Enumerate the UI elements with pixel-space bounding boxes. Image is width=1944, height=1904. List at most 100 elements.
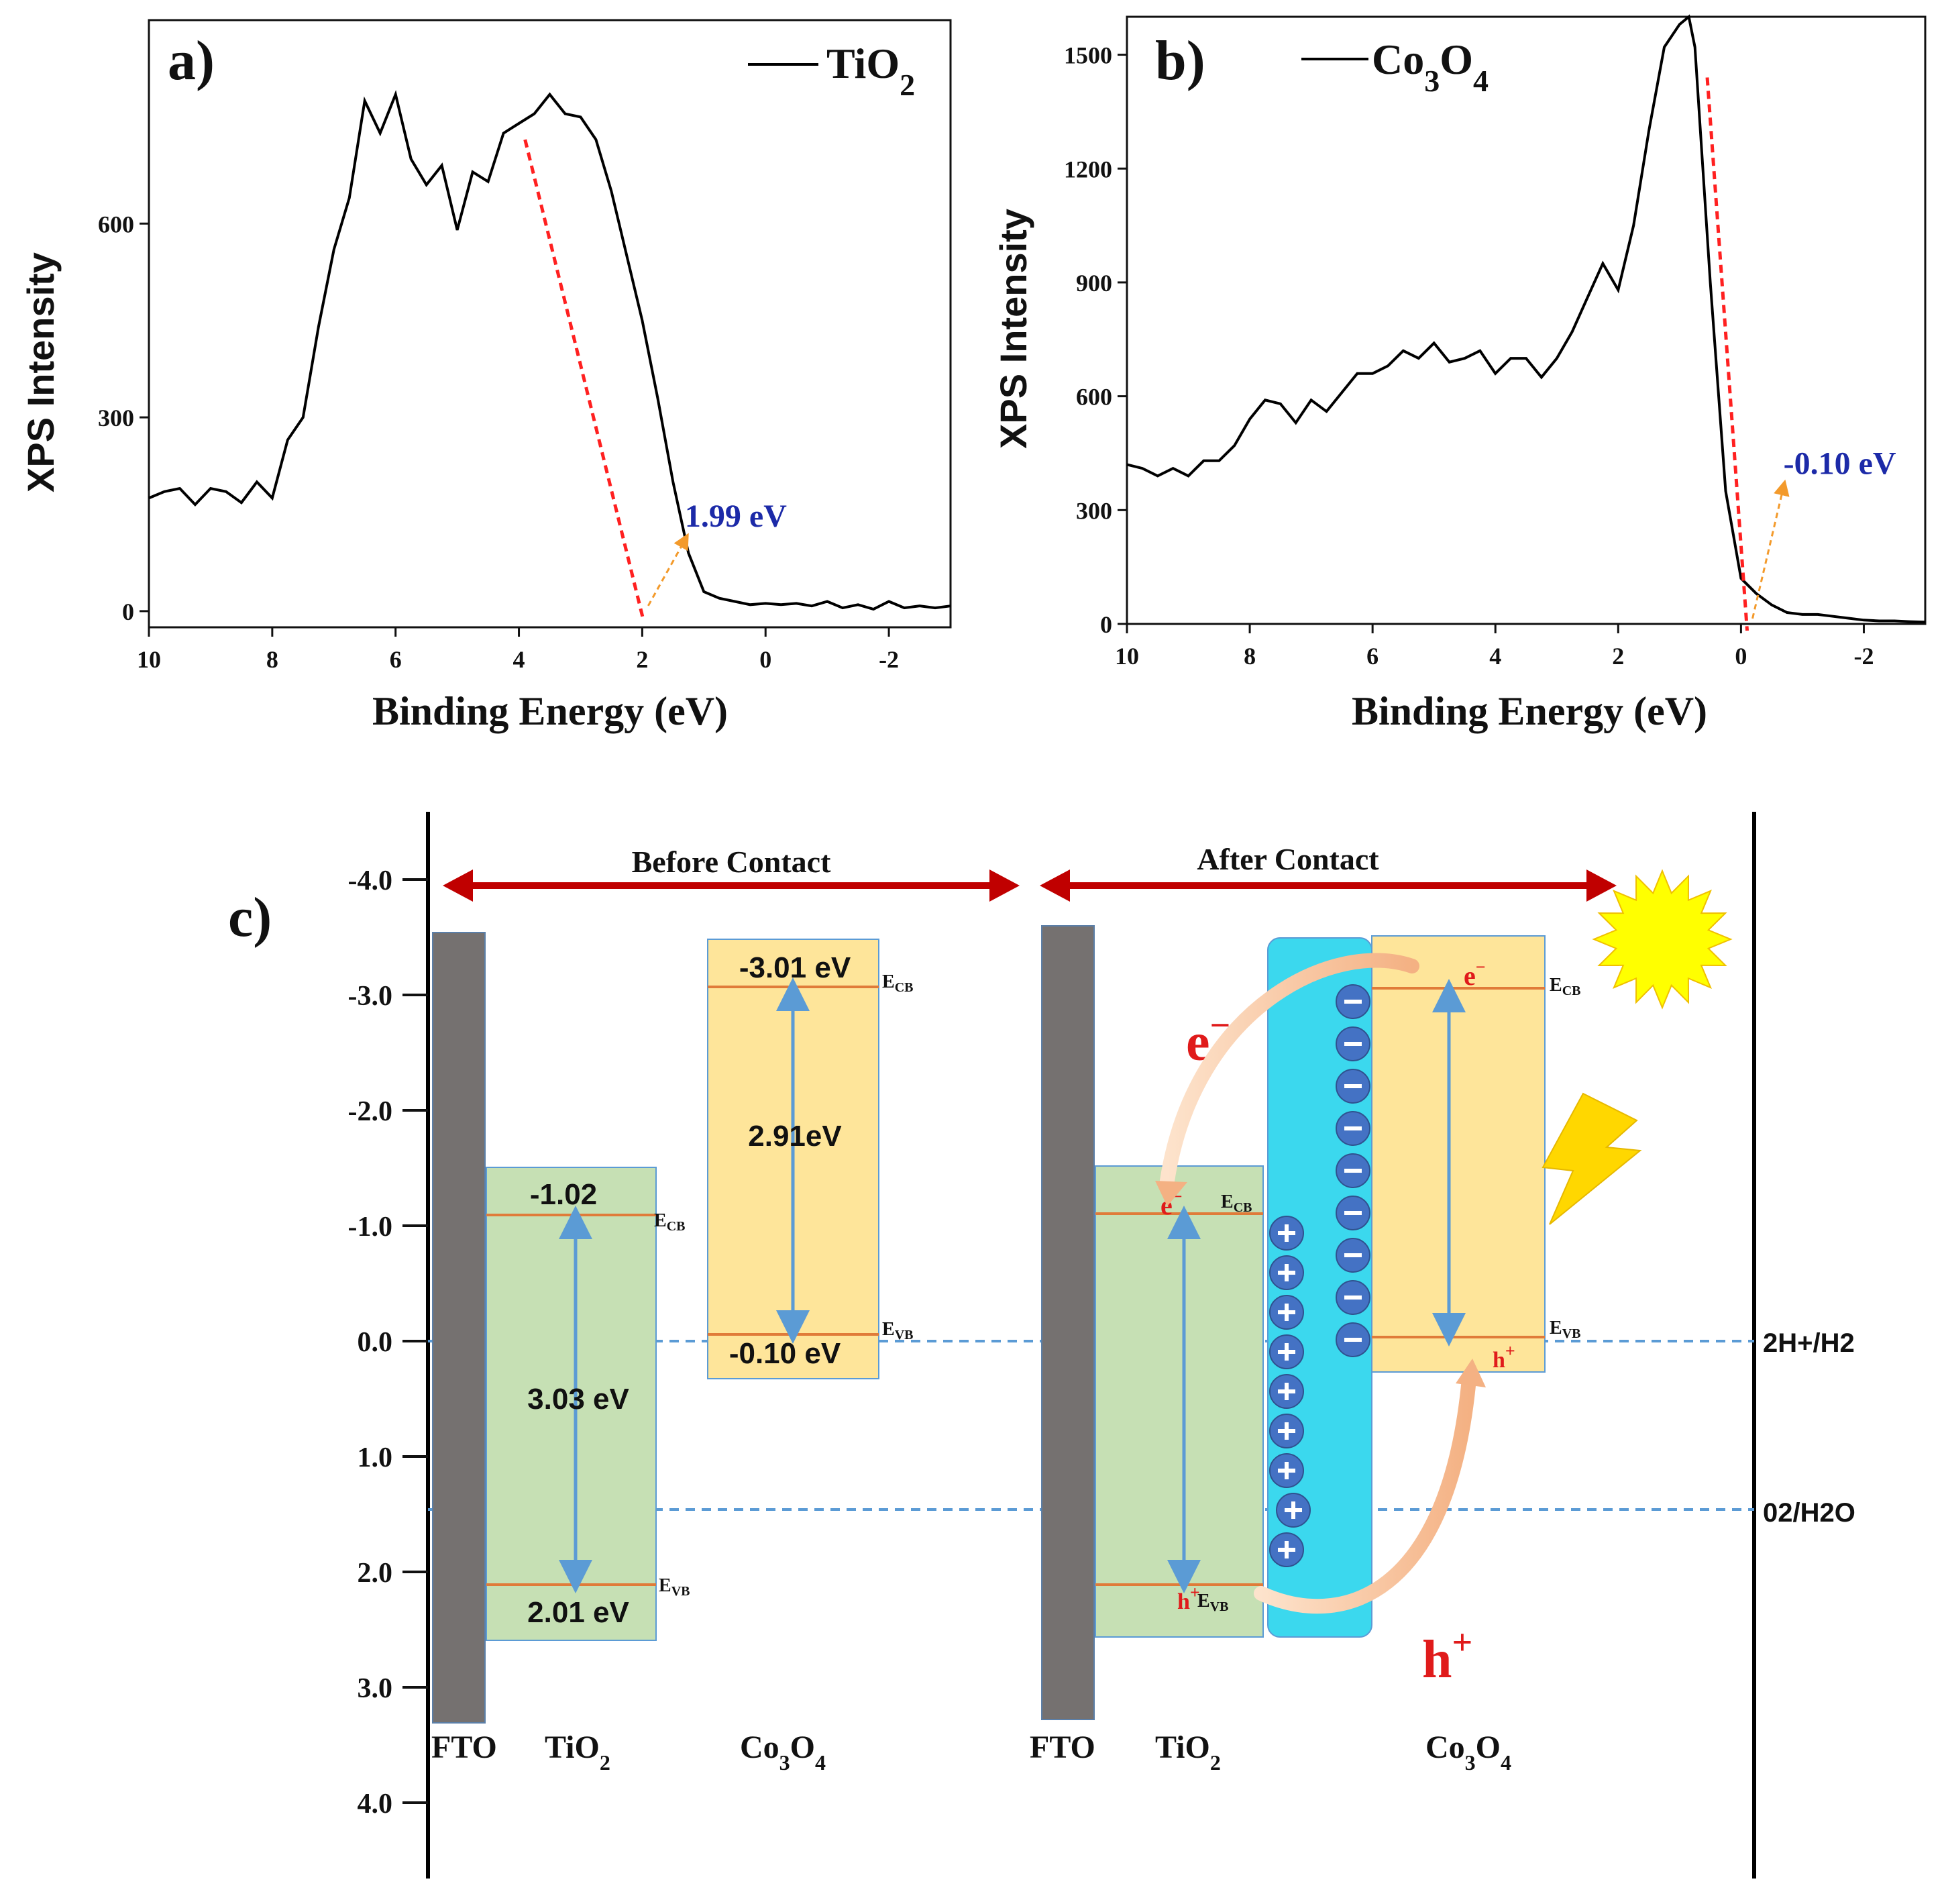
x-tick-label: 10 <box>137 646 161 673</box>
x-axis-title: Binding Energy (eV) <box>1352 689 1707 733</box>
energy-ticks: -4.0 -3.0 -2.0 -1.0 0.0 1.0 2.0 3.0 4.0 <box>348 865 428 1819</box>
y-tick-label: 0 <box>122 598 134 625</box>
fto-layer-before <box>432 932 486 1724</box>
positive-ion <box>1269 1414 1304 1448</box>
y-tick-label: 1200 <box>1064 156 1112 182</box>
lightning-icon <box>1542 1092 1642 1225</box>
positive-ion <box>1269 1374 1304 1409</box>
x-tick-label: 8 <box>266 646 278 673</box>
x-tick-label: 0 <box>759 646 771 673</box>
negative-ion <box>1336 1069 1370 1104</box>
energy-tick-label: 3.0 <box>358 1673 393 1704</box>
x-ticks: 10 8 6 4 2 0 -2 <box>1115 624 1874 670</box>
co3o4-box-after <box>1371 935 1546 1373</box>
edge-value-label: -0.10 eV <box>1784 445 1896 481</box>
co3o4-label-after: Co3O4 <box>1425 1730 1511 1775</box>
electron-label-co3o4: e− <box>1464 957 1486 991</box>
edge-value-label: 1.99 eV <box>685 498 787 534</box>
positive-ion <box>1269 1334 1304 1369</box>
y-tick-label: 600 <box>1076 384 1112 411</box>
positive-ion <box>1276 1493 1311 1528</box>
linear-fit-line <box>1705 77 1749 631</box>
y-axis-title: XPS Intensity <box>19 252 62 492</box>
energy-tick-label: 2.0 <box>358 1558 393 1589</box>
hole-label-tio2: h+ <box>1177 1583 1200 1614</box>
before-contact-arrow <box>443 869 1020 902</box>
plot-frame <box>148 19 952 629</box>
x-axis-title: Binding Energy (eV) <box>372 689 728 733</box>
x-tick-label: 6 <box>1366 643 1379 670</box>
y-ticks: 0 300 600 900 1200 1500 <box>1064 42 1127 638</box>
hole-label-co3o4: h+ <box>1493 1341 1515 1373</box>
positive-ion <box>1269 1532 1304 1567</box>
tio2-vb-value: 2.01 eV <box>527 1596 629 1629</box>
co3o4-evb-label: EVB <box>882 1319 913 1342</box>
after-contact-label: After Contact <box>1197 842 1379 876</box>
series-line-co3o4 <box>1126 14 1926 624</box>
before-contact-label: Before Contact <box>632 845 831 879</box>
legend-label: TiO2 <box>826 40 915 102</box>
negative-ion <box>1336 1111 1370 1146</box>
tio2-ecb-label-after: ECB <box>1221 1192 1252 1215</box>
energy-tick-label: 0.0 <box>358 1327 393 1358</box>
hole-transfer-arrow <box>1254 1371 1476 1614</box>
energy-tick-label: -4.0 <box>348 865 393 896</box>
y-ticks: 0 300 600 <box>98 211 149 625</box>
panel-a: 10 8 6 4 2 0 -2 0 300 600 1.99 eV a) TiO2 Bindin… <box>19 19 952 733</box>
positive-ion <box>1269 1453 1304 1488</box>
y-axis-title: XPS Intensity <box>992 209 1034 449</box>
hole-transfer-arrowhead <box>1456 1359 1486 1387</box>
y-tick-label: 1500 <box>1064 42 1112 69</box>
x-tick-label: 2 <box>1612 643 1624 670</box>
co3o4-ecb-label-after: ECB <box>1550 975 1580 998</box>
x-tick-label: 4 <box>1489 643 1501 670</box>
tio2-evb-label: EVB <box>659 1575 690 1599</box>
y-tick-label: 600 <box>98 211 134 237</box>
energy-tick-label: -1.0 <box>348 1212 393 1242</box>
negative-ion <box>1336 1026 1370 1061</box>
x-tick-label: 6 <box>390 646 402 673</box>
negative-ion <box>1336 1238 1370 1273</box>
co3o4-cb-value: -3.01 eV <box>739 951 851 984</box>
tio2-evb-label-after: EVB <box>1197 1591 1228 1614</box>
hole-flow-label: h+ <box>1422 1622 1472 1689</box>
co3o4-label-before: Co3O4 <box>740 1730 826 1775</box>
sun-icon <box>1592 869 1733 1010</box>
positive-ion <box>1269 1295 1304 1330</box>
o2-reference-label: 02/H2O <box>1763 1498 1855 1528</box>
annotation-arrow <box>647 533 689 606</box>
x-tick-label: 4 <box>513 646 525 673</box>
linear-fit-line <box>523 139 645 619</box>
fto-label-before: FTO <box>431 1730 497 1765</box>
y-tick-label: 300 <box>98 405 134 431</box>
annotation-arrow <box>1751 479 1790 619</box>
tio2-label-after: TiO2 <box>1155 1730 1221 1775</box>
negative-ion <box>1336 1153 1370 1188</box>
panel-c-band-diagram: c) -4.0 -3.0 -2.0 -1.0 0.0 1.0 2.0 3.0 4.0 2H+/H… <box>228 812 1855 1879</box>
co3o4-ecb-label: ECB <box>882 971 913 995</box>
positive-ion <box>1269 1255 1304 1290</box>
electron-transfer-arrowhead <box>1155 1181 1187 1206</box>
electron-transfer-arrow <box>1160 953 1419 1188</box>
tio2-box-after <box>1095 1165 1264 1638</box>
panel-letter: b) <box>1155 30 1205 92</box>
fto-label-after: FTO <box>1030 1730 1095 1765</box>
series-line-tio2 <box>148 90 951 611</box>
negative-ion <box>1336 984 1370 1019</box>
co3o4-vb-value: -0.10 eV <box>729 1337 841 1370</box>
panel-letter: a) <box>168 30 215 92</box>
legend-label: Co3O4 <box>1372 36 1489 98</box>
y-tick-label: 900 <box>1076 270 1112 297</box>
positive-ion <box>1269 1216 1304 1251</box>
co3o4-evb-label-after: EVB <box>1550 1318 1580 1341</box>
x-tick-label: 10 <box>1115 643 1139 670</box>
negative-ion <box>1336 1196 1370 1230</box>
co3o4-gap-value: 2.91eV <box>748 1120 842 1153</box>
y-tick-label: 0 <box>1100 611 1112 638</box>
positive-ions <box>1269 1216 1311 1567</box>
energy-tick-label: -2.0 <box>348 1096 393 1127</box>
negative-ion <box>1336 1280 1370 1315</box>
x-tick-label: 0 <box>1735 643 1747 670</box>
tio2-gap-value: 3.03 eV <box>527 1383 629 1416</box>
